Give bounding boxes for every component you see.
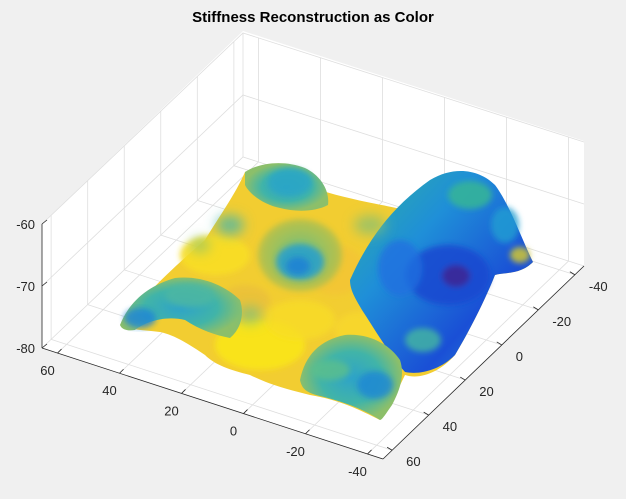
x-tick-mark: [181, 389, 186, 394]
surface-center-ring: [258, 219, 342, 291]
z-tick-mark: [41, 281, 48, 287]
surface-plot: [120, 163, 533, 420]
z-tick-label: -80: [16, 341, 35, 356]
x-tick-label: 20: [164, 403, 178, 418]
surface-teal-spots: [190, 215, 386, 324]
z-tick-mark: [41, 219, 48, 225]
x-tick-label: -20: [286, 444, 305, 459]
surface-back-dome: [245, 163, 329, 211]
y-tick-mark: [569, 271, 576, 276]
y-tick-label: 60: [406, 454, 420, 469]
y-tick-label: -20: [552, 314, 571, 329]
z-tick-mark: [41, 343, 48, 349]
y-tick-mark: [386, 446, 393, 451]
y-tick-label: 20: [479, 384, 493, 399]
x-grid-floor: [367, 260, 569, 455]
surface-front-hump: [300, 334, 403, 420]
x-tick-label: 0: [230, 424, 237, 439]
y-tick-label: 40: [443, 419, 457, 434]
back-wall-left: [42, 31, 243, 348]
x-tick-label: 60: [40, 363, 54, 378]
x-tick-mark: [119, 368, 124, 374]
z-tick-label: -60: [16, 217, 35, 232]
y-tick-mark: [496, 341, 502, 346]
y-tick-mark: [423, 411, 429, 416]
x-tick-mark: [57, 348, 62, 354]
y-tick-label: -40: [589, 279, 608, 294]
y-tick-mark: [533, 306, 539, 311]
x-tick-mark: [243, 409, 248, 414]
x-tick-mark: [305, 429, 310, 435]
surface-left-hump: [120, 277, 242, 338]
x-tick-label: -40: [348, 464, 367, 479]
y-axis-line: [41, 347, 384, 460]
y-tick-mark: [460, 376, 466, 381]
z-tick-label: -70: [16, 279, 35, 294]
x-tick-mark: [367, 449, 372, 455]
chart-title: Stiffness Reconstruction as Color: [192, 9, 434, 26]
y-grid-floor: [51, 338, 393, 451]
ridge-shading: [378, 181, 530, 352]
x-grid-floor: [57, 161, 259, 354]
axis-ticks: -80 -70 -60 -40 -20 0 20 40 60 -40 -20 0 20 40 60: [16, 217, 607, 479]
x-tick-label: 40: [102, 383, 116, 398]
y-tick-label: 0: [516, 349, 523, 364]
x-axis-line: [382, 265, 585, 460]
